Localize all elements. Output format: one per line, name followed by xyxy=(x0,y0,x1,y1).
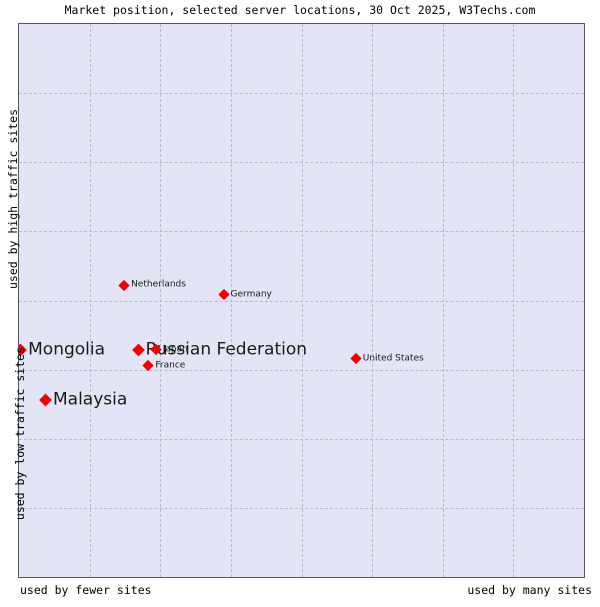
data-point-label: Malaysia xyxy=(52,389,128,410)
plot-area: Netherlands Germany United States Mongolia R… xyxy=(18,23,585,578)
data-point-label: Germany xyxy=(230,289,272,300)
y-axis-label-bottom: used by low traffic sites xyxy=(13,347,27,521)
data-point[interactable]: France xyxy=(142,360,186,372)
x-axis-label-right: used by many sites xyxy=(467,583,592,597)
data-point[interactable]: Mongolia xyxy=(19,339,106,360)
gridline-horizontal xyxy=(19,438,584,440)
data-point[interactable]: Germany xyxy=(217,289,272,301)
chart-title: Market position, selected server locatio… xyxy=(64,3,536,17)
x-axis-label-left: used by fewer sites xyxy=(20,583,152,597)
data-point-marker-icon xyxy=(39,393,52,407)
y-axis-label-top: used by high traffic sites xyxy=(6,108,20,289)
gridline-horizontal xyxy=(19,93,584,95)
data-point[interactable]: Russian Federation xyxy=(131,339,308,360)
data-point-label: Russian Federation xyxy=(145,339,308,360)
data-point-label: United States xyxy=(362,353,424,364)
gridline-horizontal xyxy=(19,231,584,233)
data-point-marker-icon xyxy=(350,352,362,365)
data-point[interactable]: United States xyxy=(350,352,424,365)
data-point-marker-icon xyxy=(150,344,162,356)
data-point-label: Mongolia xyxy=(28,339,106,360)
data-point-marker-icon xyxy=(142,360,155,372)
gridline-horizontal xyxy=(19,369,584,371)
gridline-horizontal xyxy=(19,300,584,302)
data-point-label: France xyxy=(155,360,186,371)
data-point-label: Japan xyxy=(162,344,188,355)
data-point-marker-icon xyxy=(217,289,230,301)
gridline-horizontal xyxy=(19,507,584,509)
data-point[interactable]: Malaysia xyxy=(39,389,128,410)
data-point[interactable]: Netherlands xyxy=(118,279,186,291)
data-point[interactable]: Japan xyxy=(150,344,188,356)
gridline-horizontal xyxy=(19,162,584,164)
data-point-marker-icon xyxy=(118,279,130,291)
data-point-label: Netherlands xyxy=(131,279,186,290)
data-point-marker-icon xyxy=(131,343,145,357)
